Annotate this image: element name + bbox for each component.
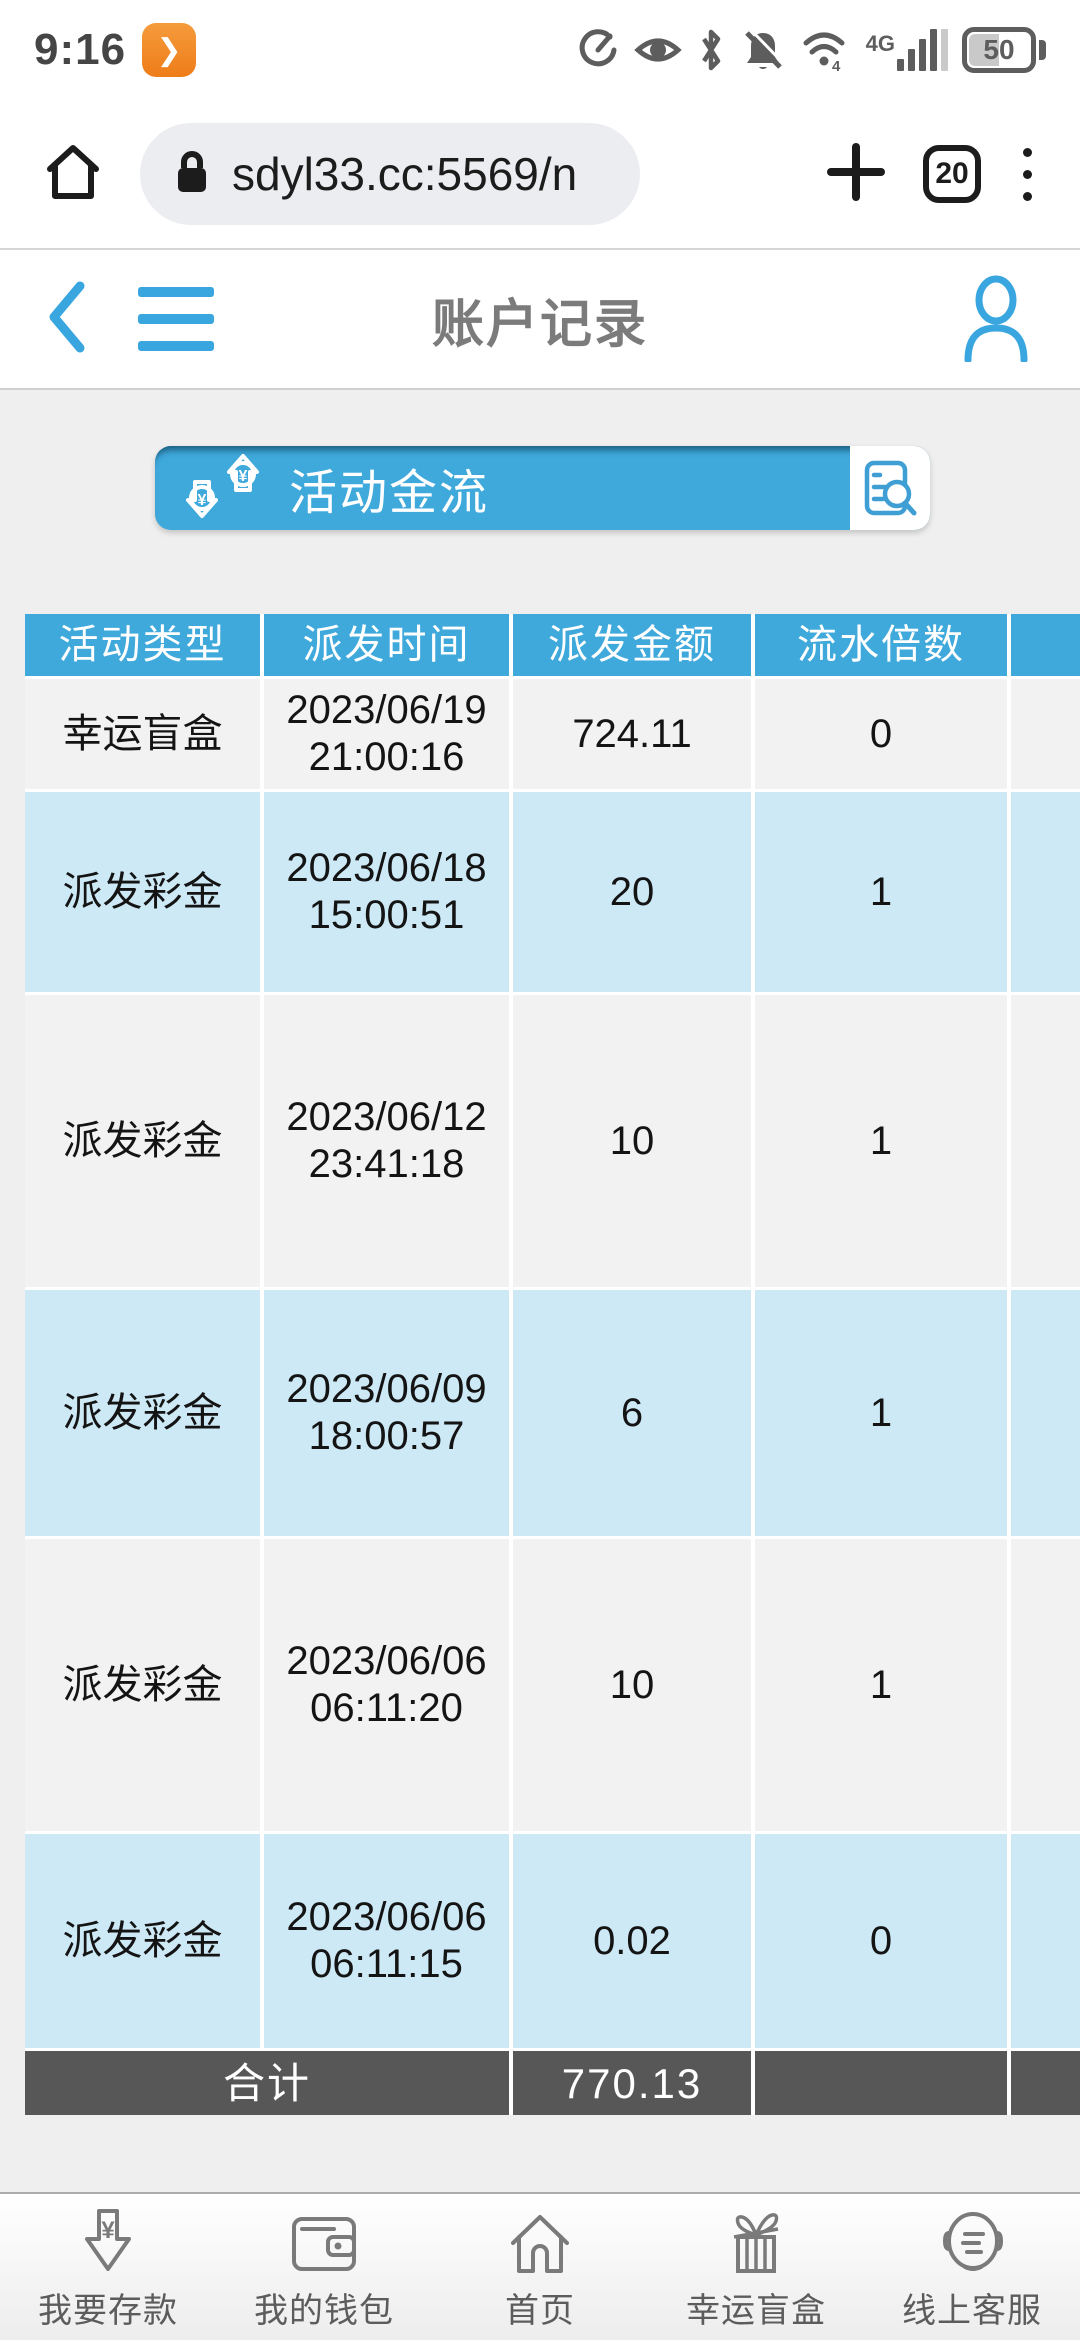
address-bar[interactable]: sdyl33.cc:5569/n (140, 123, 640, 225)
mute-icon (740, 27, 786, 73)
svg-text:¥: ¥ (198, 492, 207, 509)
table-row: 派发彩金 2023/06/06 06:11:15 0.02 0 派 2, 320… (25, 1834, 1080, 2048)
nav-item-customer-service[interactable]: 线上客服 (864, 2194, 1080, 2340)
svg-text:4: 4 (832, 58, 841, 73)
data-saver-icon (576, 28, 620, 72)
dispatch-time: 2023/06/12 23:41:18 (264, 995, 509, 1287)
signal-strength-icon: 4G (866, 29, 948, 71)
activity-type: 派发彩金 (25, 995, 260, 1287)
column-header: 派发金额 (513, 614, 751, 676)
dispatch-time: 2023/06/06 06:11:15 (264, 1834, 509, 2048)
bluetooth-icon (696, 27, 726, 73)
dispatch-time: 2023/06/06 06:11:20 (264, 1539, 509, 1831)
profile-button[interactable] (956, 272, 1036, 367)
menu-button[interactable] (138, 287, 214, 351)
activity-type: 派发彩金 (25, 1834, 260, 2048)
remark-cell: 派 2, 320 日结 (1011, 1834, 1080, 2048)
dispatch-time: 2023/06/09 18:00:57 (264, 1290, 509, 1536)
nav-item-deposit[interactable]: ¥ 我要存款 (0, 2194, 216, 2340)
turnover-multiplier: 1 (755, 995, 1007, 1287)
banner-label: 活动金流 (289, 467, 490, 520)
remark-cell: 派发 0, 348 聚宝 （5 月 (1011, 1539, 1080, 1831)
dispatch-amount: 6 (513, 1290, 751, 1536)
svg-text:¥: ¥ (101, 2217, 115, 2244)
table-header-row: 活动类型 派发时间 派发金额 流水倍数 (25, 614, 1080, 676)
remark-cell (1011, 679, 1080, 789)
lock-icon (174, 149, 210, 200)
home-nav-icon (511, 2215, 569, 2273)
nav-item-home[interactable]: 首页 (432, 2194, 648, 2340)
dispatch-amount: 10 (513, 995, 751, 1287)
eye-comfort-icon (633, 28, 682, 72)
deposit-icon: ¥ (85, 2209, 131, 2271)
wallet-icon (292, 2217, 356, 2271)
app-notification-icon: ❯ (142, 23, 197, 77)
dispatch-amount: 0.02 (513, 1834, 751, 2048)
dispatch-amount: 724.11 (513, 679, 751, 789)
url-text: sdyl33.cc:5569/n (232, 148, 578, 200)
customer-service-icon (942, 2212, 1004, 2271)
turnover-multiplier: 0 (755, 679, 1007, 789)
page-header: 账户记录 (0, 250, 1080, 390)
column-header (1011, 614, 1080, 676)
table-footer-row: 合计 770.13 (25, 2051, 1080, 2115)
dispatch-amount: 20 (513, 792, 751, 992)
total-amount: 770.13 (513, 2051, 751, 2115)
dispatch-time: 2023/06/19 21:00:16 (264, 679, 509, 789)
svg-text:¥: ¥ (239, 468, 248, 485)
remark-cell: 派发 0, 453 聚宝 （6 月 (1011, 995, 1080, 1287)
column-header: 活动类型 (25, 614, 260, 676)
battery-icon: 50 (962, 27, 1046, 73)
activity-flow-banner[interactable]: ¥ ¥ 活动金流 (155, 446, 930, 530)
status-bar: 9:16 ❯ 4 4G 50 (0, 0, 1080, 100)
home-button[interactable] (40, 139, 106, 210)
activity-type: 幸运盲盒 (25, 679, 260, 789)
back-button[interactable] (44, 278, 90, 361)
dispatch-time: 2023/06/18 15:00:51 (264, 792, 509, 992)
nav-item-wallet[interactable]: 我的钱包 (216, 2194, 432, 2340)
activity-type: 派发彩金 (25, 1539, 260, 1831)
table-row: 派发彩金 2023/06/09 18:00:57 6 1 派 0, 396 23… (25, 1290, 1080, 1536)
footer-empty-cell (755, 2051, 1007, 2115)
browser-toolbar: sdyl33.cc:5569/n 20 (0, 100, 1080, 250)
bottom-navigation: ¥ 我要存款 我的钱包 首页 幸运盲盒 线上客服 (0, 2192, 1080, 2340)
dispatch-amount: 10 (513, 1539, 751, 1831)
nav-item-lucky-box[interactable]: 幸运盲盒 (648, 2194, 864, 2340)
tab-switcher-button[interactable]: 20 (923, 145, 981, 203)
column-header: 流水倍数 (755, 614, 1007, 676)
money-transfer-icon: ¥ ¥ (181, 444, 271, 533)
gift-box-icon (733, 2213, 779, 2273)
content-area: ¥ ¥ 活动金流 活动类型 派发时间 派发金额 流水倍数 幸运盲盒 (0, 390, 1080, 2340)
wifi-icon: 4 (800, 27, 852, 73)
new-tab-button[interactable] (823, 139, 889, 210)
activity-type: 派发彩金 (25, 792, 260, 992)
table-row: 幸运盲盒 2023/06/19 21:00:16 724.11 0 (25, 679, 1080, 789)
account-records-table: 活动类型 派发时间 派发金额 流水倍数 幸运盲盒 2023/06/19 21:0… (25, 614, 1080, 2115)
table-row: 派发彩金 2023/06/12 23:41:18 10 1 派发 0, 453 … (25, 995, 1080, 1287)
column-header: 派发时间 (264, 614, 509, 676)
turnover-multiplier: 1 (755, 1539, 1007, 1831)
clock: 9:16 (34, 25, 127, 74)
turnover-multiplier: 1 (755, 1290, 1007, 1536)
browser-menu-button[interactable] (1015, 147, 1040, 201)
turnover-multiplier: 0 (755, 1834, 1007, 2048)
table-row: 派发彩金 2023/06/06 06:11:20 10 1 派发 0, 348 … (25, 1539, 1080, 1831)
remark-cell: 派 0, 396 23年 金 (1011, 1290, 1080, 1536)
search-records-button[interactable] (850, 446, 930, 530)
total-label: 合计 (25, 2051, 509, 2115)
table-row: 派发彩金 2023/06/18 15:00:51 20 1 派发 0, 523 … (25, 792, 1080, 992)
footer-empty-cell (1011, 2051, 1080, 2115)
turnover-multiplier: 1 (755, 792, 1007, 992)
remark-cell: 派发 0, 523 61 (1011, 792, 1080, 992)
activity-type: 派发彩金 (25, 1290, 260, 1536)
